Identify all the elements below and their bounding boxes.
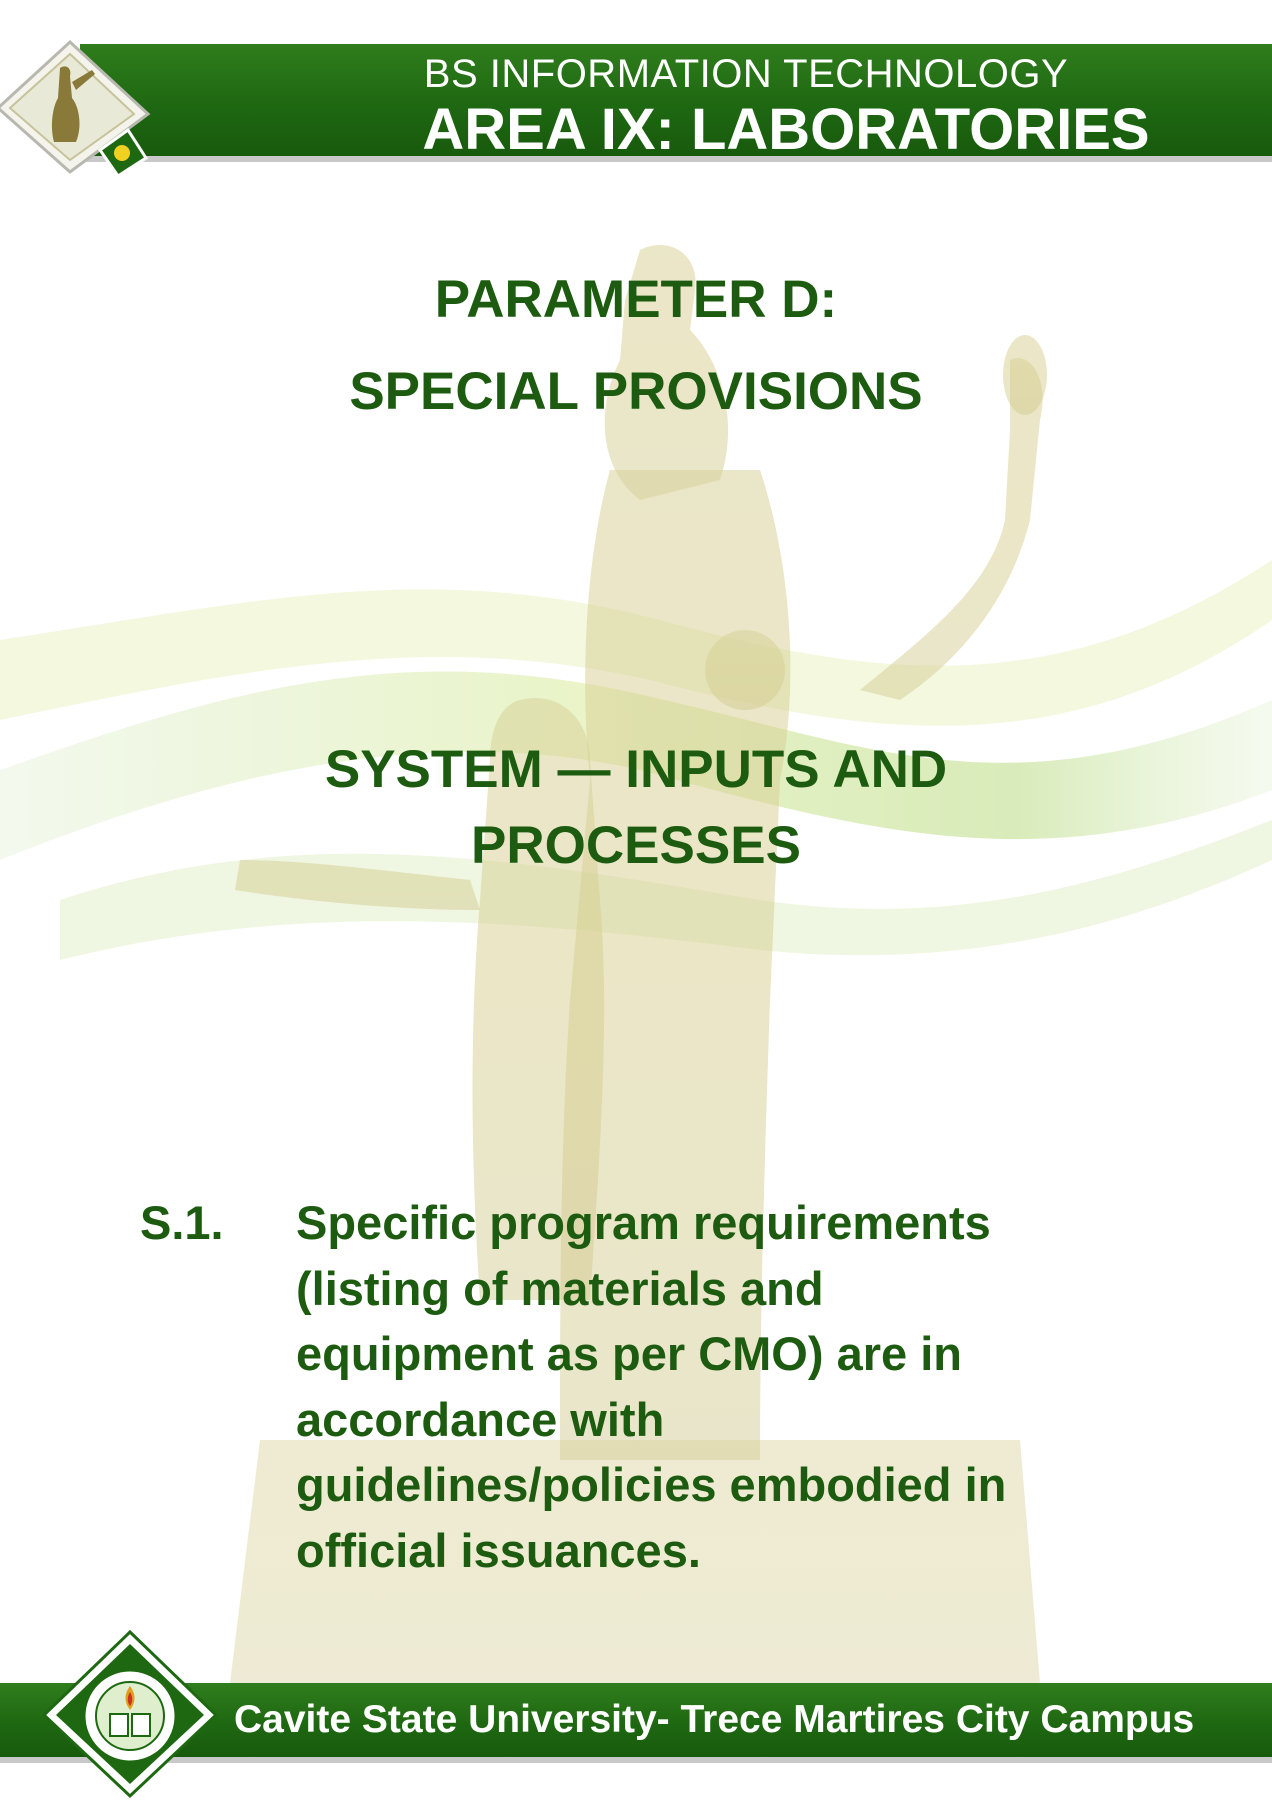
footer-campus-name: Cavite State University- Trece Martires …: [234, 1698, 1195, 1741]
item-line: guidelines/policies embodied in: [296, 1458, 1007, 1511]
header-band: [80, 44, 1272, 162]
program-subtitle: BS INFORMATION TECHNOLOGY: [423, 52, 1069, 96]
item-description: Specific program requirements (listing o…: [296, 1190, 1156, 1583]
item-line: Specific program requirements: [296, 1196, 991, 1249]
item-number: S.1.: [140, 1196, 224, 1249]
item-line: official issuances.: [296, 1523, 701, 1577]
area-title: AREA IX: LABORATORIES: [422, 97, 1150, 162]
footer-band: [0, 1683, 1272, 1763]
parameter-heading: PARAMETER D:: [434, 270, 838, 329]
university-monument-logo-icon: [0, 39, 151, 178]
cavite-state-university-seal-icon: [41, 1630, 219, 1799]
item-line: (listing of materials and: [296, 1261, 824, 1315]
parameter-subheading: SPECIAL PROVISIONS: [349, 362, 923, 421]
section-heading: SYSTEM — INPUTS AND: [324, 740, 948, 799]
item-line: equipment as per CMO) are in: [296, 1327, 962, 1380]
section-heading-continued: PROCESSES: [471, 816, 801, 875]
item-line: accordance with: [296, 1392, 665, 1446]
